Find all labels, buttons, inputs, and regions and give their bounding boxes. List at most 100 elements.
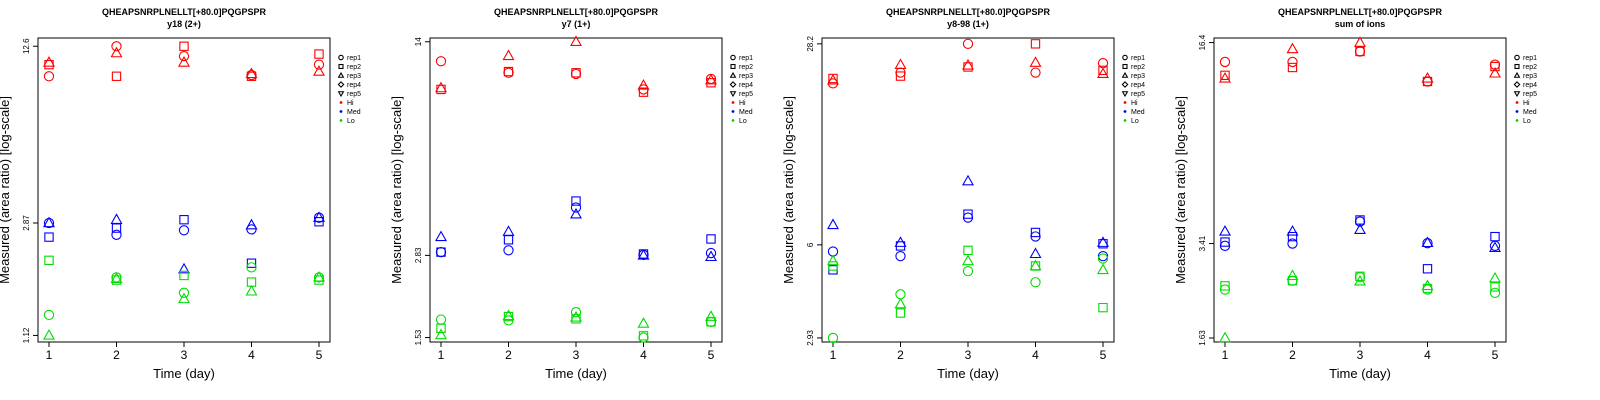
- x-tick-label: 1: [46, 348, 53, 362]
- data-point-med-rep2: [246, 258, 257, 268]
- data-point-med-rep1: [503, 245, 514, 256]
- chart-panel-3: QHEAPSNRPLNELLT[+80.0]PQGPSPR y8-98 (1+) 1…: [781, 7, 1145, 381]
- data-point-lo-rep3: [110, 272, 123, 283]
- legend-label-rep5: rep5: [739, 91, 753, 98]
- legend-symbol-rep4: [337, 81, 345, 88]
- data-point-lo-rep3: [502, 309, 515, 321]
- data-point-lo-rep1: [435, 314, 447, 325]
- y-tick-label: 2.83: [414, 247, 423, 263]
- data-point-hi-rep3: [177, 56, 191, 67]
- chart-panel-1: QHEAPSNRPLNELLT[+80.0]PQGPSPR y18 (2+) 1 2 3…: [0, 7, 361, 381]
- data-point-med-rep1: [1097, 251, 1109, 262]
- chart-title: QHEAPSNRPLNELLT[+80.0]PQGPSPR: [102, 7, 267, 17]
- data-point-lo-rep3: [245, 284, 258, 296]
- data-point-hi-rep3: [110, 46, 123, 58]
- legend-label-lo: Lo: [1131, 118, 1139, 125]
- data-point-med-rep3: [637, 248, 650, 260]
- data-point-med-rep2: [1490, 231, 1500, 242]
- data-point-med-rep3: [1029, 247, 1042, 259]
- chart-subtitle: y7 (1+): [562, 19, 591, 29]
- legend-symbol-rep2: [730, 63, 736, 70]
- data-point-lo-rep3: [961, 254, 975, 266]
- legend-label-rep2: rep2: [1523, 64, 1537, 71]
- legend-dot-hi: [339, 101, 343, 104]
- legend-dot-lo: [1123, 119, 1127, 122]
- data-point-hi-rep2: [1098, 65, 1108, 76]
- data-point-lo-rep2: [1355, 271, 1365, 282]
- x-tick-label: 1: [1222, 348, 1229, 362]
- x-tick-label: 5: [1492, 348, 1499, 362]
- data-point-lo-rep2: [179, 270, 189, 281]
- data-point-med-rep3: [704, 250, 718, 262]
- data-point-lo-rep3: [1218, 331, 1232, 343]
- data-point-hi-rep2: [571, 68, 581, 78]
- data-point-lo-rep2: [503, 311, 514, 322]
- x-tick-label: 3: [1357, 348, 1364, 362]
- x-tick-label: 2: [505, 348, 512, 362]
- data-point-hi-rep3: [569, 35, 583, 46]
- legend-symbol-rep3: [337, 71, 345, 78]
- legend-symbol-rep5: [337, 91, 345, 98]
- data-point-hi-rep2: [1030, 39, 1041, 49]
- plot-frame: [821, 37, 1115, 343]
- chart-subtitle: y18 (2+): [167, 19, 201, 29]
- data-point-lo-rep2: [706, 317, 716, 327]
- legend-dot-med: [1123, 110, 1127, 113]
- data-point-lo-rep3: [434, 328, 448, 340]
- legend-label-rep5: rep5: [1523, 91, 1537, 98]
- data-point-lo-rep2: [1220, 281, 1230, 291]
- legend-label-lo: Lo: [1523, 118, 1531, 125]
- x-tick-label: 4: [248, 348, 255, 362]
- data-point-hi-rep3: [961, 58, 975, 70]
- data-point-hi-rep2: [1287, 62, 1298, 73]
- legend: rep1 rep2 rep3 rep4 rep5 Hi Med Lo: [1121, 54, 1145, 125]
- chart-subtitle: y8-98 (1+): [947, 19, 989, 29]
- data-point-hi-rep2: [1490, 61, 1500, 72]
- legend-label-med: Med: [347, 109, 361, 116]
- legend: rep1 rep2 rep3 rep4 rep5 Hi Med Lo: [1513, 54, 1537, 125]
- data-point-med-rep1: [895, 251, 906, 262]
- chart-panel-2: QHEAPSNRPLNELLT[+80.0]PQGPSPR y7 (1+) 1 2 3 4…: [389, 7, 753, 381]
- data-point-hi-rep1: [1287, 56, 1298, 68]
- x-tick-label: 4: [1032, 348, 1039, 362]
- legend-label-rep4: rep4: [1131, 82, 1145, 89]
- legend-symbol-rep3: [1121, 71, 1129, 78]
- data-point-med-rep2: [1030, 227, 1041, 238]
- data-point-hi-rep3: [42, 56, 56, 67]
- data-point-lo-rep3: [177, 292, 191, 304]
- x-axis-label: Time (day): [1329, 366, 1391, 381]
- legend-symbol-rep1: [1122, 54, 1128, 61]
- data-point-hi-rep2: [1355, 46, 1365, 57]
- data-point-lo-rep1: [827, 332, 839, 344]
- data-point-med-rep2: [179, 215, 189, 225]
- legend-symbol-rep1: [1514, 54, 1520, 61]
- data-point-lo-rep2: [111, 275, 122, 285]
- plot-frame: [1213, 37, 1507, 343]
- data-point-lo-rep2: [828, 261, 838, 271]
- legend-symbol-rep1: [730, 54, 736, 61]
- data-point-med-rep3: [961, 174, 975, 186]
- chart-subtitle: sum of ions: [1335, 19, 1386, 29]
- x-tick-label: 3: [965, 348, 972, 362]
- data-point-lo-rep1: [1287, 275, 1298, 286]
- data-point-med-rep2: [111, 223, 122, 233]
- data-point-hi-rep2: [638, 87, 649, 97]
- data-point-hi-rep2: [503, 66, 514, 77]
- data-point-med-rep1: [435, 246, 447, 258]
- legend-label-rep1: rep1: [1523, 55, 1537, 62]
- legend-label-rep3: rep3: [347, 73, 361, 80]
- data-point-med-rep2: [44, 232, 54, 242]
- legend-dot-lo: [731, 119, 735, 122]
- data-point-med-rep2: [1220, 237, 1230, 247]
- legend-symbol-rep5: [1121, 91, 1129, 98]
- data-point-med-rep3: [1421, 236, 1434, 248]
- data-point-lo-rep1: [246, 262, 257, 273]
- data-point-hi-rep3: [502, 49, 515, 61]
- plot-frame: [37, 37, 331, 343]
- data-point-lo-rep2: [436, 323, 446, 333]
- legend-label-rep3: rep3: [1131, 73, 1145, 80]
- legend-dot-lo: [1515, 119, 1519, 122]
- legend: rep1 rep2 rep3 rep4 rep5 Hi Med Lo: [729, 54, 753, 125]
- x-tick-label: 4: [640, 348, 647, 362]
- data-point-hi-rep3: [434, 81, 448, 93]
